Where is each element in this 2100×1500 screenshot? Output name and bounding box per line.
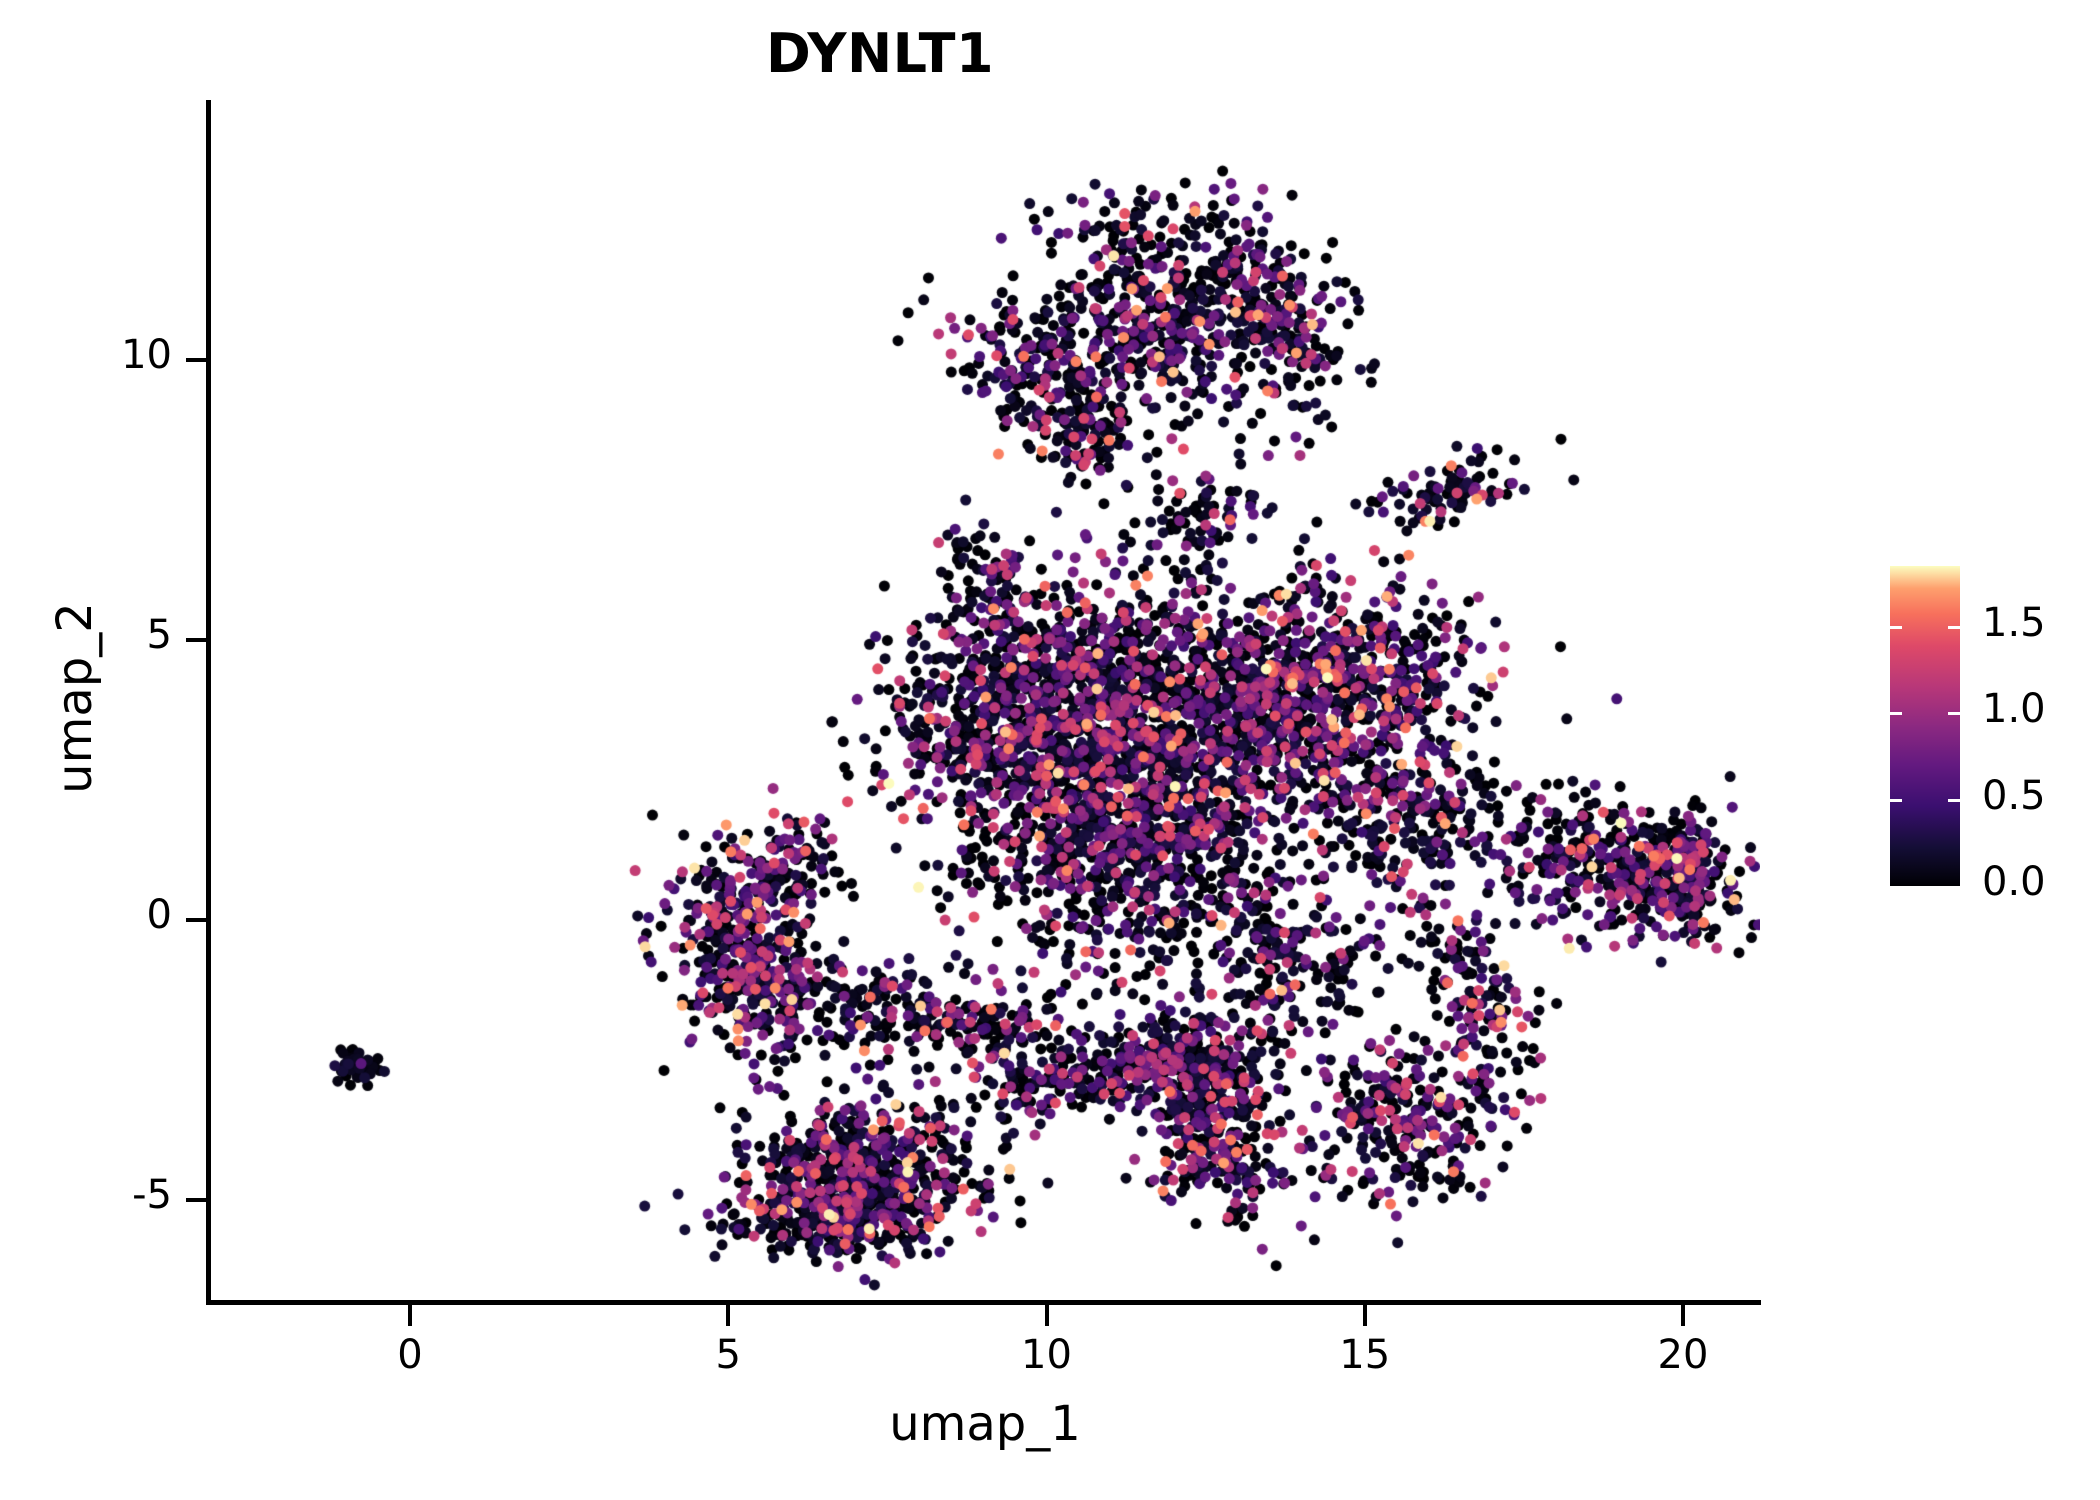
- x-tick-mark: [1362, 1305, 1367, 1326]
- x-axis-label: umap_1: [889, 1396, 1081, 1452]
- colorbar: 0.0 0.5 1.0 1.5: [1890, 566, 2090, 905]
- colorbar-tick-label: 0.0: [1982, 859, 2046, 905]
- colorbar-gradient: [1890, 566, 1960, 886]
- x-tick-label: 5: [715, 1332, 741, 1378]
- y-tick-label: 0: [146, 892, 172, 938]
- y-tick-mark: [186, 1198, 207, 1202]
- y-tick-label: 10: [121, 332, 172, 378]
- x-axis-spine: [206, 1300, 1761, 1305]
- page-title: DYNLT1: [765, 22, 995, 85]
- y-axis-label: umap_2: [47, 602, 103, 794]
- colorbar-tick-mark: [1890, 625, 1960, 629]
- x-tick-label: 10: [1021, 1332, 1072, 1378]
- scatter-canvas: [210, 100, 1760, 1303]
- colorbar-tick-mark: [1890, 798, 1960, 802]
- x-tick-mark: [1681, 1305, 1685, 1326]
- y-tick-label: -5: [132, 1172, 172, 1218]
- colorbar-tick-mark: [1890, 712, 1960, 716]
- x-tick-label: 15: [1339, 1332, 1391, 1378]
- y-tick-mark: [186, 638, 207, 642]
- x-tick-mark: [408, 1305, 412, 1326]
- x-tick-mark: [1044, 1305, 1049, 1326]
- y-tick-mark: [186, 918, 207, 922]
- x-tick-label: 20: [1657, 1332, 1709, 1378]
- y-tick-mark: [186, 358, 207, 362]
- plot-axes-area: [210, 100, 1760, 1303]
- y-axis-spine: [206, 100, 211, 1305]
- x-tick-label: 0: [397, 1332, 423, 1378]
- colorbar-tick-label: 1.0: [1982, 686, 2046, 733]
- y-tick-label: 5: [146, 612, 172, 658]
- x-tick-mark: [726, 1305, 731, 1326]
- colorbar-tick-label: 0.5: [1982, 772, 2046, 819]
- colorbar-tick-label: 1.5: [1982, 599, 2046, 646]
